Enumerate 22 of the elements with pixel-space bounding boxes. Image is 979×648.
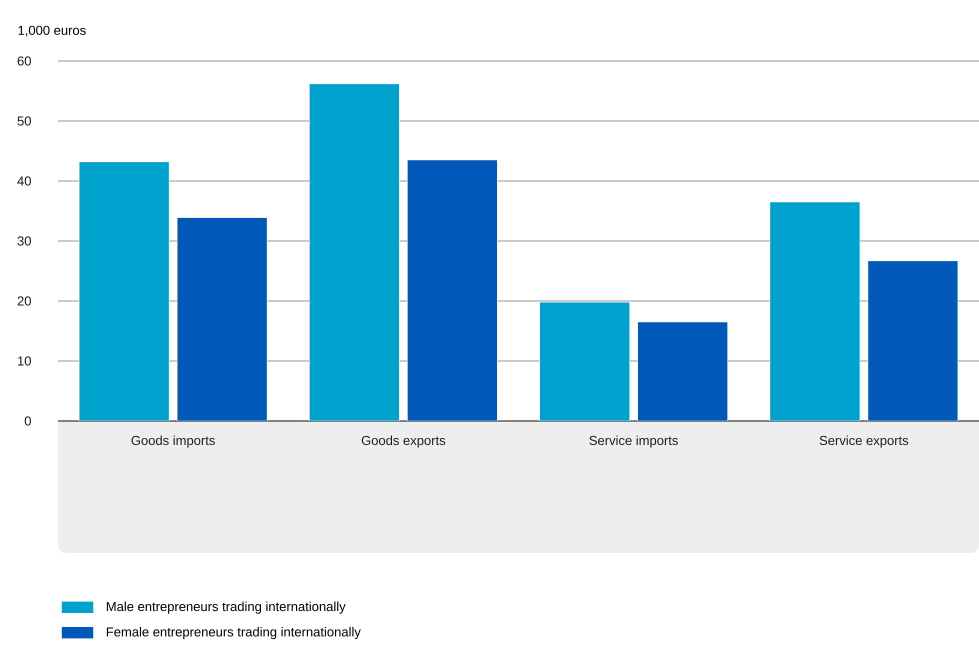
- bar: [176, 217, 268, 421]
- y-tick-label: 40: [17, 176, 31, 186]
- y-tick-label: 20: [18, 296, 31, 306]
- y-tick-label: 10: [18, 356, 31, 366]
- y-tick-label: 60: [18, 56, 31, 66]
- bar: [868, 260, 958, 421]
- bar: [78, 162, 170, 421]
- legend-label: Male entrepreneurs trading internationally: [106, 602, 346, 614]
- x-tick-label: Goods exports: [362, 436, 446, 448]
- x-tick-label: Service exports: [820, 436, 908, 448]
- legend-label: Female entrepreneurs trading internationally: [106, 626, 361, 640]
- bar: [407, 160, 498, 421]
- bar: [309, 84, 400, 421]
- bar: [539, 302, 630, 421]
- y-tick-label: 0: [24, 416, 31, 426]
- bar: [637, 322, 728, 421]
- x-tick-label: Service imports: [589, 436, 678, 448]
- x-tick-label: Goods imports: [132, 436, 215, 448]
- y-axis-title: 1,000 euros: [18, 26, 86, 36]
- bar: [770, 202, 860, 421]
- y-tick-label: 30: [18, 236, 31, 246]
- y-tick-label: 50: [18, 116, 31, 126]
